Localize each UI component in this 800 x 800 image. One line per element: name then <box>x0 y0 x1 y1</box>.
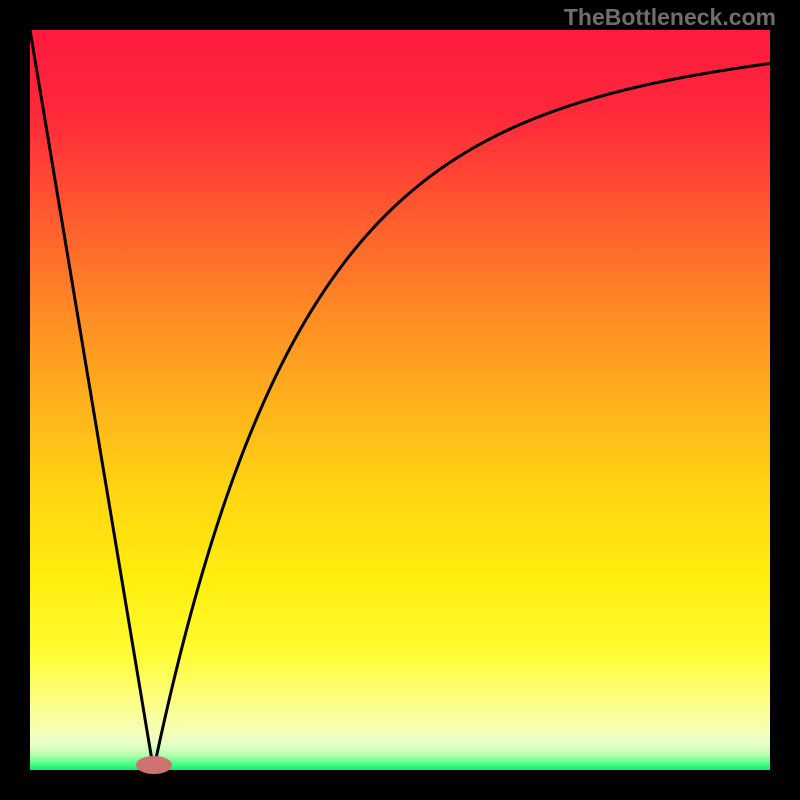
bottleneck-curve <box>30 30 770 770</box>
attribution-text: TheBottleneck.com <box>564 4 776 31</box>
minimum-marker-ellipse <box>136 756 172 774</box>
minimum-marker <box>134 754 174 776</box>
curve-path <box>30 30 770 769</box>
chart-frame: TheBottleneck.com <box>0 0 800 800</box>
plot-area <box>30 30 770 770</box>
